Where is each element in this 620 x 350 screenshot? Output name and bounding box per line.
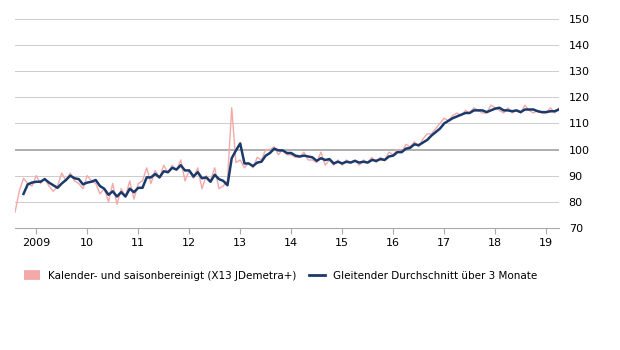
Legend: Kalender- und saisonbereinigt (X13 JDemetra+), Gleitender Durchschnitt über 3 Mo: Kalender- und saisonbereinigt (X13 JDeme…	[20, 267, 542, 285]
